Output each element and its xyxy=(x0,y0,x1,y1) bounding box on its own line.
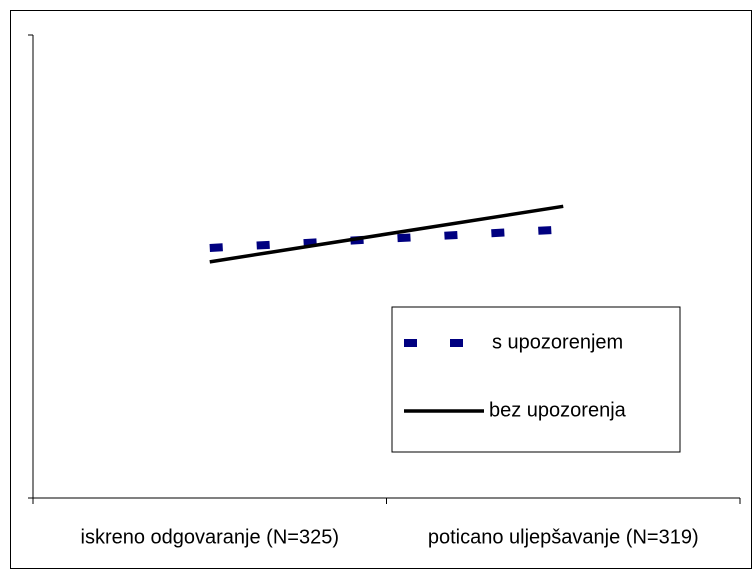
chart-frame xyxy=(10,10,752,569)
series-line xyxy=(209,204,564,264)
legend-label: bez upozorenja xyxy=(489,399,627,421)
legend-box xyxy=(391,306,681,453)
legend-label: s upozorenjem xyxy=(492,331,623,353)
series-line xyxy=(209,225,564,252)
x-tick-label: iskreno odgovaranje (N=325) xyxy=(81,526,340,548)
x-tick-label: poticano uljepšavanje (N=319) xyxy=(428,526,699,548)
